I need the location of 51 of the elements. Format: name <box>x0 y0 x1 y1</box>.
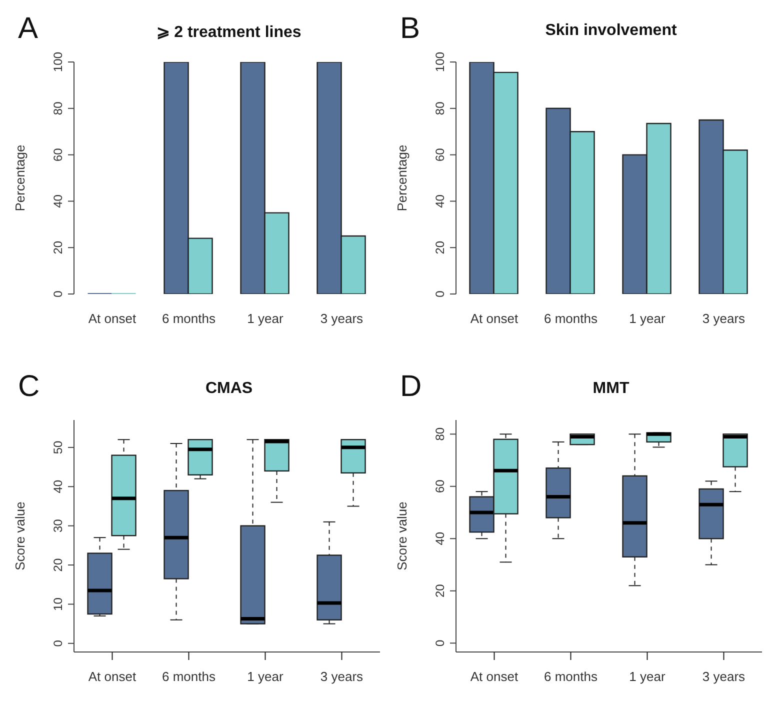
x-tick-label: 6 months <box>544 311 598 326</box>
x-tick-label: At onset <box>88 311 136 326</box>
x-tick-label: 1 year <box>247 669 284 684</box>
y-tick-label: 10 <box>51 597 65 611</box>
y-tick-label: 0 <box>433 639 447 646</box>
y-tick-label: 50 <box>51 440 65 454</box>
y-tick-label: 20 <box>433 584 447 598</box>
x-tick-label: 1 year <box>629 311 666 326</box>
x-tick-label: At onset <box>470 311 518 326</box>
y-tick-label: 40 <box>51 194 65 208</box>
y-tick-label: 30 <box>51 518 65 532</box>
y-tick-label: 40 <box>433 194 447 208</box>
y-axis-title: Score value <box>394 502 410 570</box>
y-tick-label: 20 <box>51 240 65 254</box>
y-tick-label: 60 <box>51 148 65 162</box>
y-tick-label: 80 <box>433 427 447 441</box>
text: B <box>400 12 420 46</box>
y-axis-title: Percentage <box>394 144 410 212</box>
x-tick-label: 3 years <box>320 311 364 326</box>
chart-title: MMT <box>592 380 630 398</box>
chart-title: CMAS <box>204 380 254 398</box>
text: D <box>400 370 422 404</box>
y-tick-label: 40 <box>51 480 65 494</box>
x-tick-label: 3 years <box>702 311 746 326</box>
y-tick-label: 40 <box>433 532 447 546</box>
y-tick-label: 0 <box>433 290 447 298</box>
y-axis-title: Score value <box>12 502 28 570</box>
y-tick-label: 20 <box>433 240 447 254</box>
chart-title: Skin involvement <box>544 22 678 40</box>
x-tick-label: 1 year <box>247 311 284 326</box>
text: A <box>18 12 38 46</box>
y-tick-label: 60 <box>433 148 447 162</box>
x-tick-label: 6 months <box>162 669 216 684</box>
text: C <box>18 370 40 404</box>
y-tick-label: 100 <box>51 52 65 72</box>
x-tick-label: At onset <box>88 669 136 684</box>
y-tick-label: 60 <box>433 479 447 494</box>
x-tick-label: 6 months <box>544 669 598 684</box>
x-tick-label: 6 months <box>162 311 216 326</box>
x-tick-label: 3 years <box>320 669 364 684</box>
x-tick-label: 3 years <box>702 669 746 684</box>
x-tick-label: At onset <box>470 669 518 684</box>
y-tick-label: 100 <box>433 52 447 72</box>
chart-title: ⩾ 2 treatment lines <box>156 23 302 42</box>
y-tick-label: 80 <box>433 101 447 116</box>
y-tick-label: 0 <box>51 640 65 647</box>
y-tick-label: 20 <box>51 558 65 572</box>
y-axis-title: Percentage <box>12 144 28 212</box>
y-tick-label: 80 <box>51 101 65 116</box>
y-tick-label: 0 <box>51 290 65 298</box>
x-tick-label: 1 year <box>629 669 666 684</box>
